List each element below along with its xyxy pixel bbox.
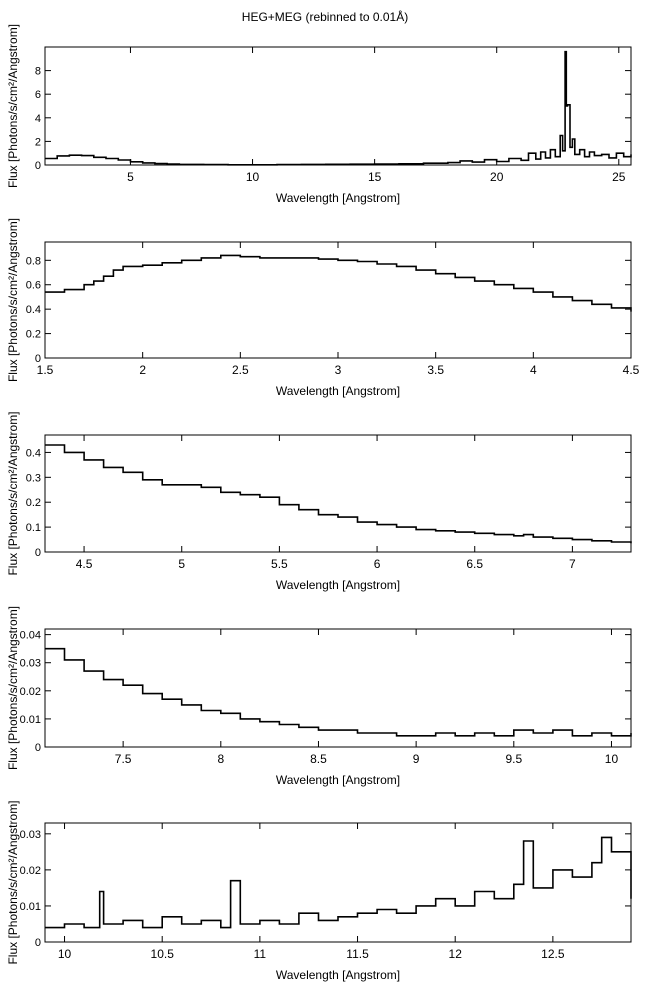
y-axis-label: Flux [Photons/s/cm²/Angstrom]	[6, 800, 20, 964]
x-tick-label: 7.5	[115, 752, 132, 766]
y-tick-label: 0.1	[26, 522, 41, 534]
chart-panel-3: 4.5 5 5.5 6 6.5 7 0 0.1 0.2 0.3 0.4 Wavelength [Ang…	[6, 411, 632, 592]
y-tick-label: 0.2	[26, 497, 41, 509]
x-axis-label: Wavelength [Angstrom]	[276, 773, 400, 787]
x-tick-label: 7	[569, 557, 576, 571]
chart-panel-2: 1.5 2 2.5 3 3.5 4 4.5 0 0.2 0.4 0.6 0.8 Wavelength […	[6, 218, 640, 398]
x-tick-label: 11	[254, 947, 267, 961]
y-tick-label: 8	[35, 66, 41, 78]
chart-panel-4: 7.5 8 8.5 9 9.5 10 0 0.01 0.02 0.03 0.04 Wavelength…	[6, 606, 632, 787]
spectrum-line	[45, 254, 632, 312]
y-tick-label: 0.03	[20, 829, 41, 841]
x-tick-label: 12	[449, 947, 463, 961]
y-tick-label: 0.02	[20, 865, 41, 877]
y-axis-label: Flux [Photons/s/cm²/Angstrom]	[6, 24, 20, 188]
y-tick-label: 0.2	[26, 329, 41, 341]
y-tick-label: 0.6	[26, 280, 41, 292]
plot-frame	[44, 628, 632, 748]
x-tick-label: 9	[413, 752, 420, 766]
y-tick-label: 0	[35, 353, 41, 365]
x-tick-label: 10.5	[151, 947, 175, 961]
x-tick-label: 15	[368, 170, 382, 184]
spectrum-line	[45, 836, 632, 929]
y-tick-label: 0.01	[20, 714, 41, 726]
x-tick-label: 4.5	[623, 363, 640, 377]
x-axis-label: Wavelength [Angstrom]	[276, 191, 400, 205]
y-tick-label: 2	[35, 136, 41, 148]
x-tick-label: 11.5	[346, 947, 369, 961]
plot-frame	[44, 46, 632, 166]
x-tick-label: 3	[335, 363, 342, 377]
x-tick-label: 10	[605, 752, 619, 766]
plot-frame	[44, 434, 632, 553]
x-tick-label: 9.5	[505, 752, 522, 766]
x-tick-label: 10	[58, 947, 72, 961]
x-tick-label: 6.5	[466, 557, 483, 571]
y-tick-label: 0.3	[26, 472, 41, 484]
x-tick-label: 2	[139, 363, 146, 377]
y-axis-label: Flux [Photons/s/cm²/Angstrom]	[6, 218, 20, 382]
x-tick-label: 20	[490, 170, 504, 184]
x-tick-label: 10	[246, 170, 260, 184]
chart-panel-5: 10 10.5 11 11.5 12 12.5 0 0.01 0.02 0.03 Wavelengt…	[6, 800, 632, 982]
spectrum-line	[45, 647, 632, 737]
x-tick-label: 6	[374, 557, 381, 571]
x-tick-label: 4.5	[76, 557, 93, 571]
chart-panel-1: 5 10 15 20 25 0 2 4 6 8 Wavelength [Angstrom] Flux …	[6, 24, 632, 205]
y-tick-label: 0.4	[26, 304, 41, 316]
spectrum-line	[45, 50, 632, 166]
x-axis-label: Wavelength [Angstrom]	[276, 384, 400, 398]
spectrum-line	[45, 444, 632, 544]
y-axis-label: Flux [Photons/s/cm²/Angstrom]	[6, 606, 20, 770]
y-tick-label: 0	[35, 547, 41, 559]
x-tick-label: 1.5	[37, 363, 54, 377]
x-tick-label: 12.5	[541, 947, 565, 961]
x-tick-label: 4	[530, 363, 537, 377]
x-tick-label: 8.5	[310, 752, 327, 766]
x-tick-label: 5.5	[271, 557, 288, 571]
x-axis-label: Wavelength [Angstrom]	[276, 968, 400, 982]
y-tick-label: 0	[35, 937, 41, 949]
y-tick-label: 6	[35, 89, 41, 101]
y-tick-label: 0.02	[20, 686, 41, 698]
y-tick-label: 0	[35, 742, 41, 754]
y-tick-label: 0.04	[20, 630, 41, 642]
y-tick-label: 0.01	[20, 901, 41, 913]
x-tick-label: 3.5	[427, 363, 444, 377]
x-axis-label: Wavelength [Angstrom]	[276, 578, 400, 592]
x-tick-label: 2.5	[232, 363, 249, 377]
x-tick-label: 25	[612, 170, 626, 184]
y-axis-label: Flux [Photons/s/cm²/Angstrom]	[6, 411, 20, 575]
y-tick-label: 0.03	[20, 658, 41, 670]
y-tick-label: 0	[35, 160, 41, 172]
y-tick-label: 0.8	[26, 255, 41, 267]
y-tick-label: 4	[35, 113, 41, 125]
figure-title: HEG+MEG (rebinned to 0.01Å)	[241, 10, 409, 24]
plot-frame	[44, 822, 632, 943]
y-tick-label: 0.4	[26, 447, 41, 459]
x-tick-label: 5	[178, 557, 185, 571]
x-tick-label: 8	[217, 752, 224, 766]
x-tick-label: 5	[127, 170, 134, 184]
